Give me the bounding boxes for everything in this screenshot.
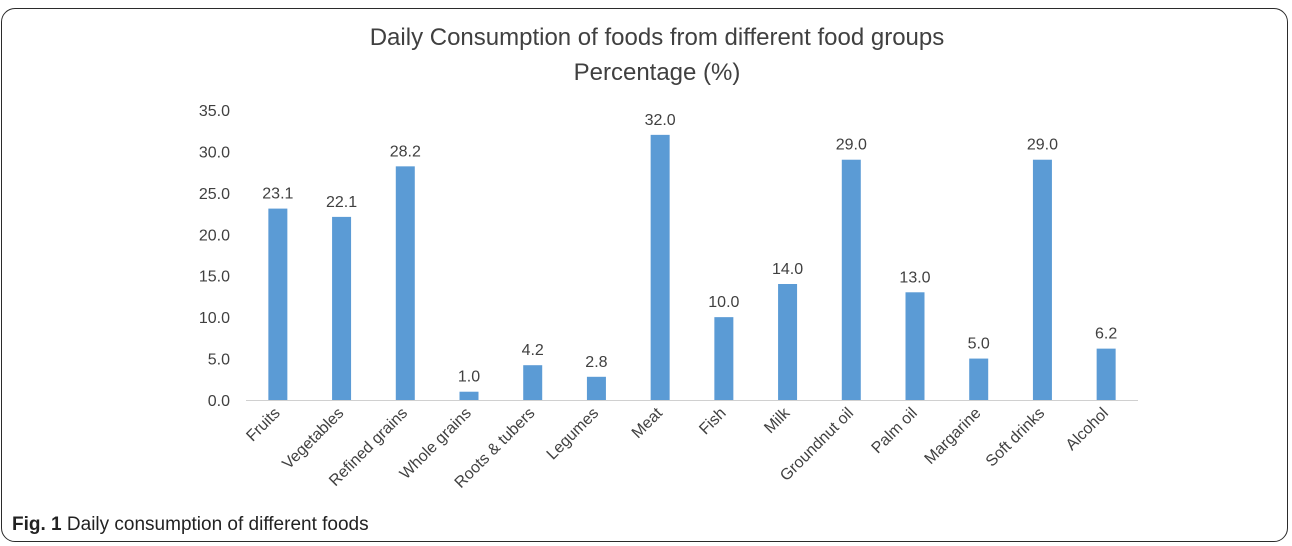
data-label: 23.1 bbox=[262, 186, 293, 203]
bar-chart: Daily Consumption of foods from differen… bbox=[199, 24, 1138, 492]
bar bbox=[650, 134, 670, 400]
y-tick-label: 15.0 bbox=[199, 269, 230, 286]
bar bbox=[778, 284, 798, 400]
bar bbox=[714, 317, 734, 400]
x-tick-label: Legumes bbox=[544, 405, 603, 464]
data-label: 1.0 bbox=[458, 369, 480, 386]
bar bbox=[969, 358, 989, 400]
bar bbox=[395, 166, 415, 400]
data-label: 28.2 bbox=[390, 143, 421, 160]
data-label: 22.1 bbox=[326, 194, 357, 211]
data-label: 10.0 bbox=[708, 294, 739, 311]
y-tick-label: 5.0 bbox=[208, 352, 230, 369]
data-label: 2.8 bbox=[585, 354, 607, 371]
bar bbox=[841, 159, 861, 400]
chart-subtitle: Percentage (%) bbox=[574, 59, 741, 86]
bar bbox=[1032, 159, 1052, 400]
x-tick-label: Alcohol bbox=[1063, 405, 1112, 454]
x-tick-label: Milk bbox=[761, 404, 794, 437]
data-label: 32.0 bbox=[645, 112, 676, 129]
data-label: 14.0 bbox=[772, 261, 803, 278]
y-tick-label: 10.0 bbox=[199, 310, 230, 327]
x-tick-label: Vegetables bbox=[279, 405, 347, 473]
caption-text: Daily consumption of different foods bbox=[66, 514, 369, 535]
x-tick-label: Margarine bbox=[922, 405, 985, 468]
data-label: 4.2 bbox=[522, 342, 544, 359]
x-tick-label: Meat bbox=[629, 404, 667, 442]
x-tick-label: Fruits bbox=[243, 405, 283, 445]
data-label: 29.0 bbox=[836, 137, 867, 154]
data-label: 13.0 bbox=[899, 269, 930, 286]
data-label: 6.2 bbox=[1095, 326, 1117, 343]
bar bbox=[586, 376, 606, 400]
bar bbox=[905, 292, 925, 400]
x-tick-label: Fish bbox=[696, 405, 729, 438]
bar bbox=[523, 365, 543, 400]
figure-caption: Fig. 1 Daily consumption of different fo… bbox=[12, 514, 369, 536]
y-tick-label: 20.0 bbox=[199, 227, 230, 244]
bar bbox=[459, 391, 479, 400]
x-tick-label: Palm oil bbox=[869, 405, 921, 457]
data-label: 5.0 bbox=[968, 336, 990, 353]
chart-title: Daily Consumption of foods from differen… bbox=[370, 24, 945, 51]
bar bbox=[1096, 348, 1116, 400]
y-tick-label: 25.0 bbox=[199, 186, 230, 203]
figure-frame bbox=[1, 8, 1288, 542]
y-tick-label: 30.0 bbox=[199, 144, 230, 161]
data-label: 29.0 bbox=[1027, 137, 1058, 154]
y-tick-label: 35.0 bbox=[199, 103, 230, 120]
caption-label: Fig. 1 bbox=[12, 514, 62, 535]
x-tick-label: Soft drinks bbox=[983, 405, 1048, 470]
bar bbox=[268, 208, 288, 400]
bar bbox=[332, 216, 352, 400]
y-tick-label: 0.0 bbox=[208, 393, 230, 410]
